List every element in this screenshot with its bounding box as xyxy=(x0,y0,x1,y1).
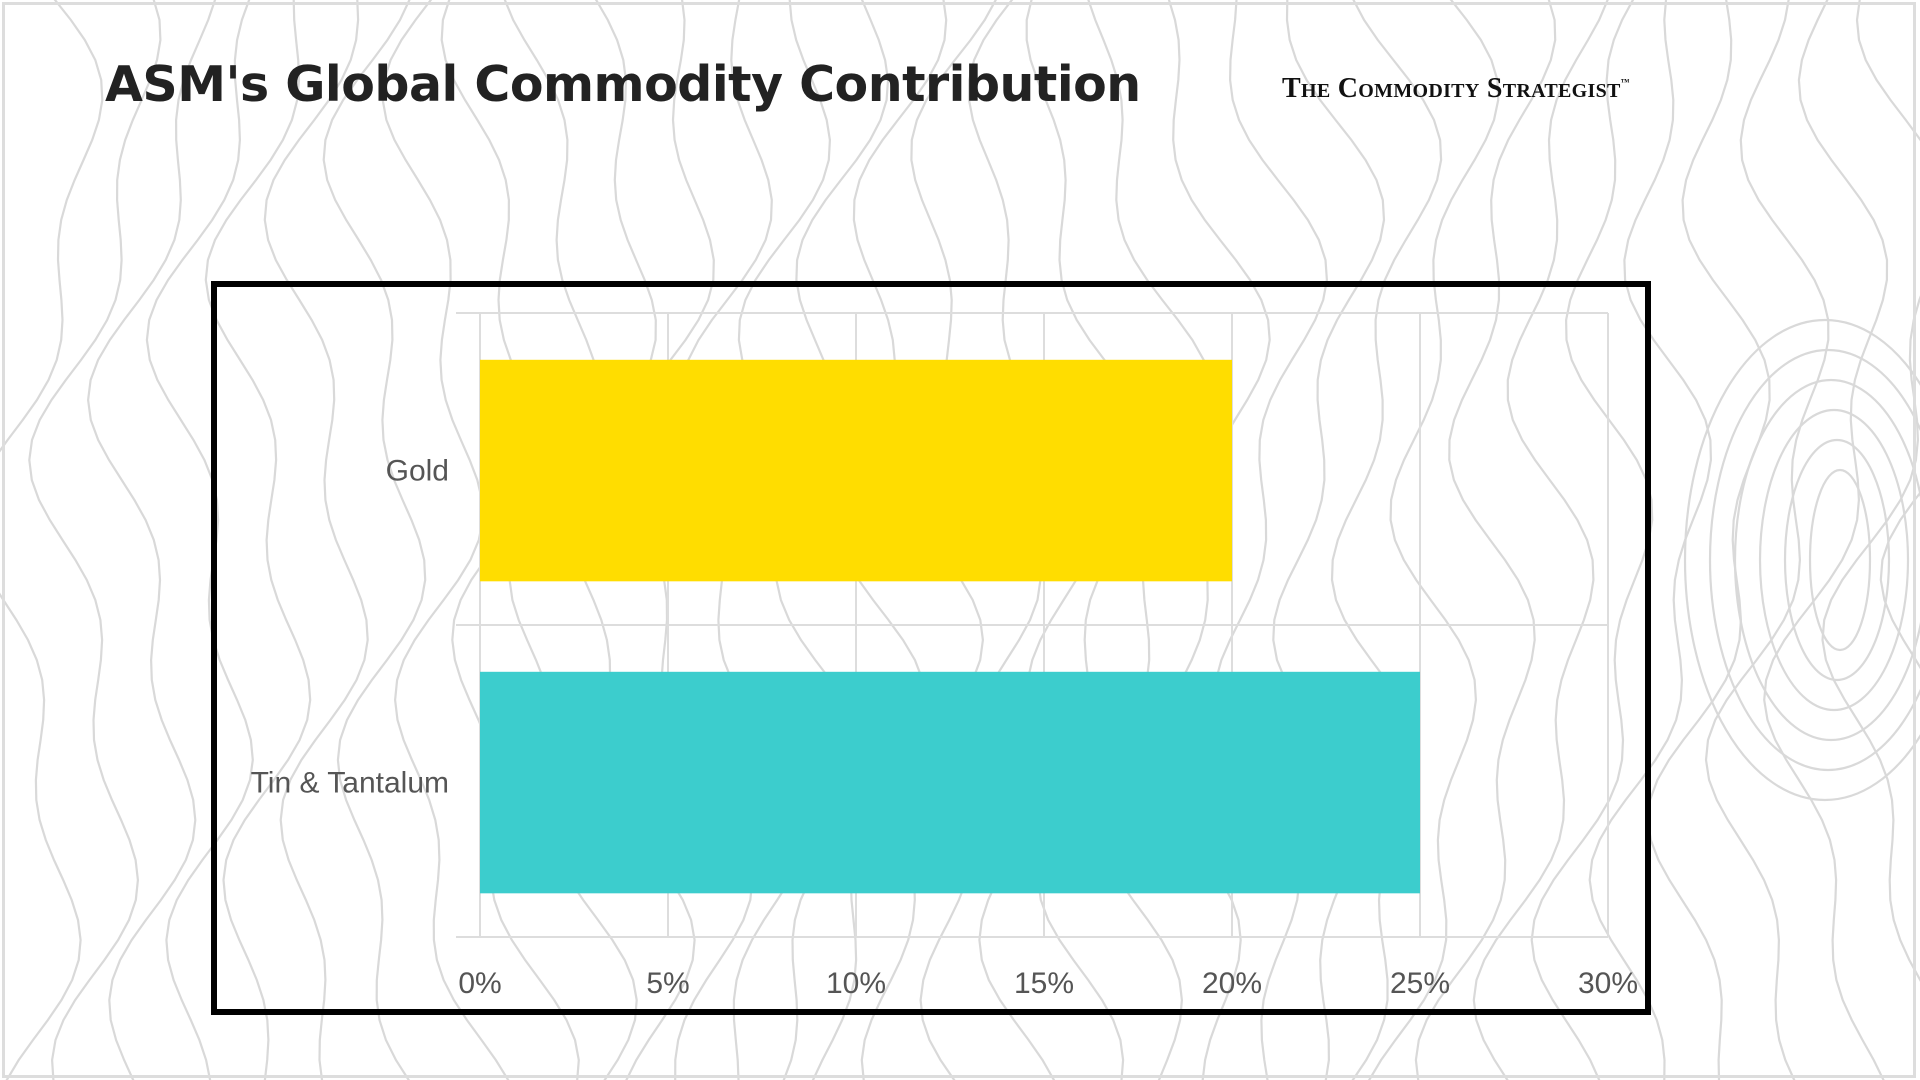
x-tick-label: 30% xyxy=(1578,967,1638,1000)
contour-line xyxy=(1763,0,1889,1080)
trademark-mark: ™ xyxy=(1620,77,1630,87)
contour-line xyxy=(1646,0,1771,1080)
contour-ring xyxy=(1758,408,1910,712)
contour-line xyxy=(204,0,312,1080)
contour-ring xyxy=(1708,348,1920,772)
x-tick-label: 5% xyxy=(646,967,689,1000)
x-tick-label: 25% xyxy=(1390,967,1450,1000)
bar-chart: Gold Tin & Tantalum 0% 5% 10% 15% 20% 25% 30% xyxy=(251,312,1638,1000)
contour-ring xyxy=(1733,378,1920,742)
category-label: Tin & Tantalum xyxy=(251,767,449,800)
contour-line xyxy=(263,0,369,1080)
bar-tin-tantalum xyxy=(480,671,1420,894)
contour-line xyxy=(1821,0,1920,982)
x-tick-label: 15% xyxy=(1014,967,1074,1000)
contour-line xyxy=(86,0,217,1080)
contour-line xyxy=(1213,0,1329,1080)
contour-ring xyxy=(1808,468,1872,652)
contour-line xyxy=(1330,0,1443,1080)
x-tick-label: 20% xyxy=(1202,967,1262,1000)
contour-line xyxy=(1704,0,1830,1080)
brand-logo: The Commodity Strategist™ xyxy=(1282,73,1630,105)
contour-line xyxy=(322,0,427,1080)
contour-ring xyxy=(1683,318,1920,802)
contour-line xyxy=(1368,0,1500,1080)
contour-line xyxy=(381,0,510,1080)
chart-frame xyxy=(211,281,1651,1015)
contour-line xyxy=(1414,0,1557,1080)
contour-ring xyxy=(1783,438,1891,682)
contour-line xyxy=(1472,0,1609,1080)
x-tick-label: 10% xyxy=(826,967,886,1000)
contour-line xyxy=(1272,0,1386,1080)
contour-line xyxy=(28,0,162,1080)
brand-name: The Commodity Strategist xyxy=(1282,73,1621,104)
category-label: Gold xyxy=(386,455,449,488)
bar-gold xyxy=(480,359,1232,582)
contour-line xyxy=(0,0,104,1080)
slide-title: ASM's Global Commodity Contribution xyxy=(105,56,1141,113)
x-tick-label: 0% xyxy=(458,967,501,1000)
